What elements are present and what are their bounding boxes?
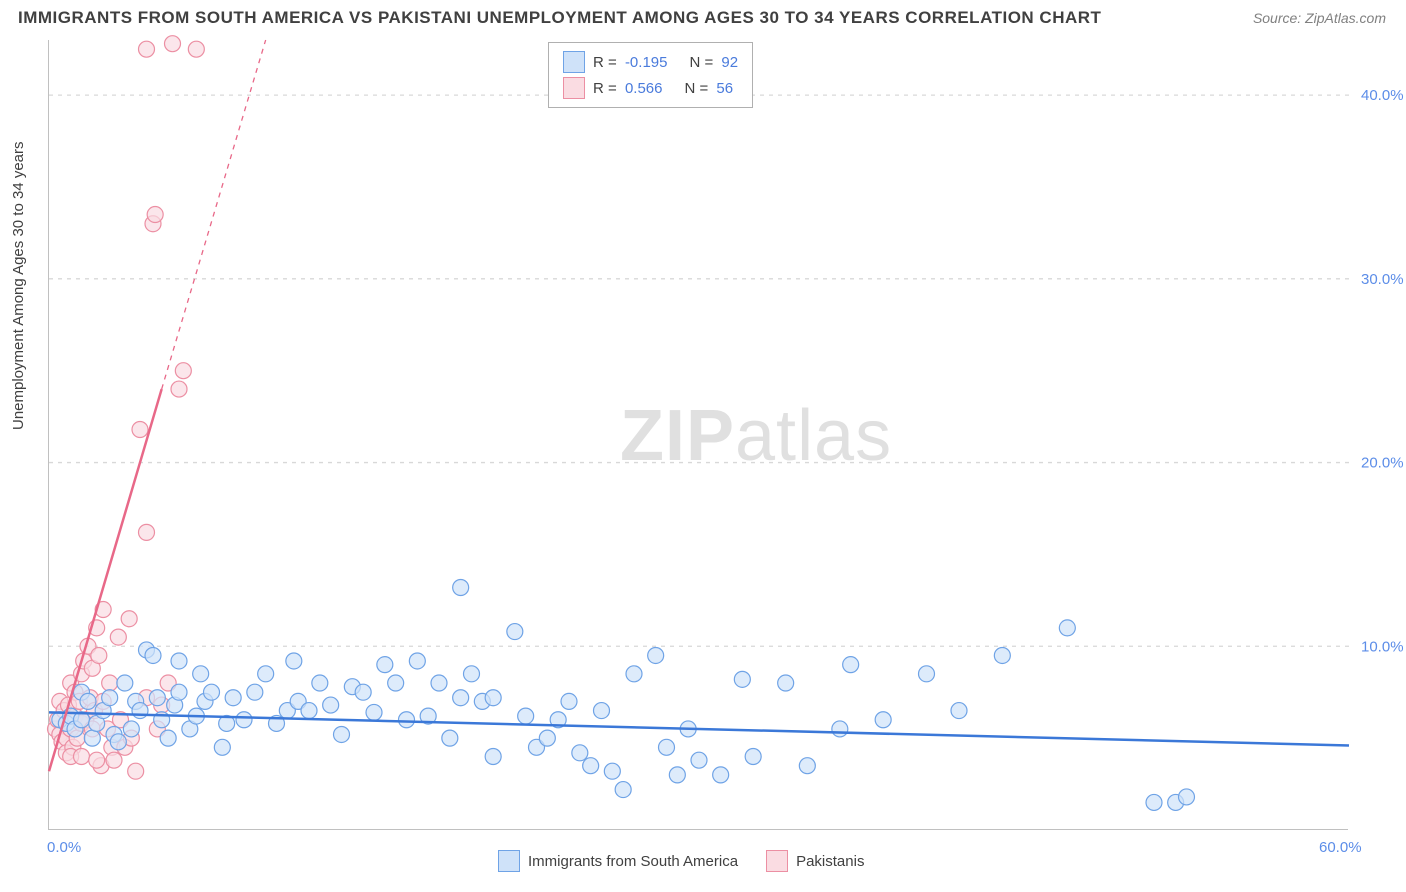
source-label: Source: ZipAtlas.com	[1253, 10, 1386, 26]
svg-text:0.0%: 0.0%	[47, 839, 81, 856]
stat-n: N = 56	[684, 80, 733, 97]
legend-swatch	[563, 77, 585, 99]
legend-swatch	[766, 850, 788, 872]
svg-text:60.0%: 60.0%	[1319, 839, 1362, 856]
stat-n: N = 92	[689, 54, 738, 71]
chart-title: IMMIGRANTS FROM SOUTH AMERICA VS PAKISTA…	[18, 8, 1101, 28]
legend-swatch	[498, 850, 520, 872]
legend-label: Pakistanis	[796, 853, 864, 870]
scatter-svg: 10.0%20.0%30.0%40.0%0.0%60.0%	[49, 40, 1348, 829]
stat-r: R = 0.566	[593, 80, 662, 97]
svg-text:10.0%: 10.0%	[1361, 638, 1404, 655]
legend-stats: R = -0.195 N = 92 R = 0.566 N = 56	[548, 42, 753, 108]
y-axis-label: Unemployment Among Ages 30 to 34 years	[10, 141, 27, 430]
stat-r: R = -0.195	[593, 54, 667, 71]
svg-text:20.0%: 20.0%	[1361, 455, 1404, 472]
legend-stat-row: R = -0.195 N = 92	[563, 49, 738, 75]
plot-area: 10.0%20.0%30.0%40.0%0.0%60.0%	[48, 40, 1348, 830]
legend-swatch	[563, 51, 585, 73]
legend-series: Immigrants from South America Pakistanis	[498, 850, 864, 872]
svg-text:40.0%: 40.0%	[1361, 87, 1404, 104]
legend-item: Immigrants from South America	[498, 850, 738, 872]
legend-item: Pakistanis	[766, 850, 864, 872]
legend-stat-row: R = 0.566 N = 56	[563, 75, 738, 101]
legend-label: Immigrants from South America	[528, 853, 738, 870]
svg-text:30.0%: 30.0%	[1361, 271, 1404, 288]
